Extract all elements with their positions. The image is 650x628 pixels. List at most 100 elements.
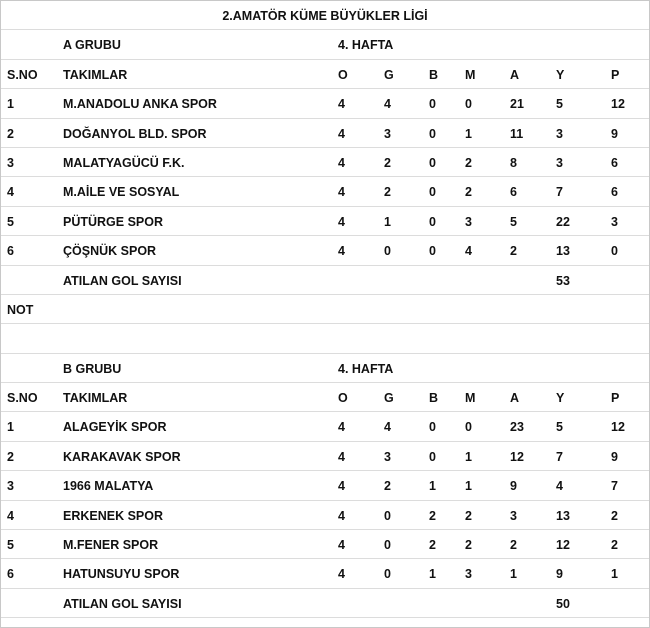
cell: M.ANADOLU ANKA SPOR — [63, 97, 217, 112]
cell: 2 — [7, 126, 14, 141]
cell: 0 — [429, 155, 436, 170]
cell: 3 — [7, 479, 14, 494]
column-header: A — [510, 67, 520, 82]
column-header: B — [429, 391, 439, 406]
column-header-row: S.NO TAKIMLAR O G B M A Y P — [1, 383, 649, 413]
column-header: M — [465, 67, 476, 82]
goals-row: ATILAN GOL SAYISI 50 — [1, 589, 649, 619]
column-header: G — [384, 391, 394, 406]
cell: 1 — [429, 479, 436, 494]
cell: 4 — [556, 479, 563, 494]
cell: 1966 MALATYA — [63, 479, 154, 494]
cell: 2 — [465, 155, 472, 170]
cell: 4 — [465, 244, 472, 259]
cell: 12 — [611, 420, 625, 435]
cell: 2 — [465, 538, 472, 553]
cell: 4 — [338, 420, 345, 435]
cell: 2 — [611, 508, 618, 523]
cell: 0 — [465, 420, 472, 435]
column-header: B — [429, 67, 439, 82]
cell: 23 — [510, 420, 524, 435]
table-row: 2 DOĞANYOL BLD. SPOR 4 3 0 1 11 3 9 — [1, 119, 649, 148]
cell: ÇÖŞNÜK SPOR — [63, 244, 157, 259]
cell: 4 — [338, 155, 345, 170]
cell: 4 — [384, 420, 391, 435]
cell: 4 — [338, 567, 345, 582]
column-header: TAKIMLAR — [63, 391, 128, 406]
column-header: O — [338, 391, 348, 406]
cell: ALAGEYİK SPOR — [63, 420, 167, 435]
column-header: S.NO — [7, 391, 38, 406]
cell: 0 — [384, 567, 391, 582]
cell: 2 — [611, 538, 618, 553]
cell: 0 — [429, 97, 436, 112]
cell: 0 — [429, 214, 436, 229]
cell: 6 — [7, 567, 14, 582]
cell: 5 — [556, 97, 563, 112]
cell: 1 — [465, 126, 472, 141]
column-header: P — [611, 67, 620, 82]
column-header: G — [384, 67, 394, 82]
week-label: 4. HAFTA — [338, 361, 394, 376]
cell: HATUNSUYU SPOR — [63, 567, 180, 582]
cell: M.AİLE VE SOSYAL — [63, 185, 180, 200]
table-row: 4 ERKENEK SPOR 4 0 2 2 3 13 2 — [1, 501, 649, 531]
group-name: A GRUBU — [63, 38, 121, 53]
cell: 4 — [338, 185, 345, 200]
cell: 3 — [556, 155, 563, 170]
cell: 3 — [510, 508, 517, 523]
cell: 4 — [338, 244, 345, 259]
table-row: 6 HATUNSUYU SPOR 4 0 1 3 1 9 1 — [1, 559, 649, 589]
cell: 11 — [510, 126, 524, 141]
cell: 9 — [611, 126, 618, 141]
cell: 4 — [338, 214, 345, 229]
cell: 6 — [7, 244, 14, 259]
table-row: 1 ALAGEYİK SPOR 4 4 0 0 23 5 12 — [1, 412, 649, 442]
league-title: 2.AMATÖR KÜME BÜYÜKLER LİGİ — [222, 9, 428, 23]
cell: 1 — [465, 479, 472, 494]
cell: 2 — [429, 508, 436, 523]
cell: 3 — [556, 126, 563, 141]
note-label: NOT — [7, 302, 34, 317]
table-row: 3 1966 MALATYA 4 2 1 1 9 4 7 — [1, 471, 649, 501]
cell: 2 — [429, 538, 436, 553]
table-row: 2 KARAKAVAK SPOR 4 3 0 1 12 7 9 — [1, 442, 649, 472]
cell: 12 — [556, 538, 570, 553]
cell: 3 — [384, 449, 391, 464]
cell: 2 — [384, 185, 391, 200]
table-row: 5 M.FENER SPOR 4 0 2 2 2 12 2 — [1, 530, 649, 560]
cell: 2 — [510, 538, 517, 553]
table-row: 4 M.AİLE VE SOSYAL 4 2 0 2 6 7 6 — [1, 177, 649, 207]
cell: 3 — [465, 214, 472, 229]
cell: 4 — [338, 449, 345, 464]
league-title-row: 2.AMATÖR KÜME BÜYÜKLER LİGİ — [1, 1, 649, 31]
column-header: P — [611, 391, 620, 406]
table-row: 6 ÇÖŞNÜK SPOR 4 0 0 4 2 13 0 — [1, 236, 649, 266]
week-label: 4. HAFTA — [338, 38, 394, 53]
cell: 1 — [510, 567, 517, 582]
table-row: 3 MALATYAGÜCÜ F.K. 4 2 0 2 8 3 6 — [1, 148, 649, 178]
cell: 3 — [465, 567, 472, 582]
cell: 2 — [7, 449, 14, 464]
cell: 12 — [510, 449, 524, 464]
column-header: Y — [556, 67, 565, 82]
cell: 7 — [611, 479, 618, 494]
cell: 0 — [611, 244, 618, 259]
column-header: TAKIMLAR — [63, 67, 128, 82]
cell: PÜTÜRGE SPOR — [63, 214, 164, 229]
cell: 2 — [465, 508, 472, 523]
column-header: O — [338, 67, 348, 82]
cell: 1 — [7, 97, 14, 112]
cell: 3 — [611, 214, 618, 229]
cell: ERKENEK SPOR — [63, 508, 164, 523]
note-row: NOT — [1, 295, 649, 325]
cell: 5 — [7, 538, 14, 553]
cell: MALATYAGÜCÜ F.K. — [63, 155, 185, 170]
cell: 4 — [7, 508, 14, 523]
cell: 3 — [384, 126, 391, 141]
cell: 7 — [556, 185, 563, 200]
table-row: 5 PÜTÜRGE SPOR 4 1 0 3 5 22 3 — [1, 207, 649, 237]
cell: 4 — [384, 97, 391, 112]
cell: 1 — [7, 420, 14, 435]
cell: 4 — [338, 538, 345, 553]
